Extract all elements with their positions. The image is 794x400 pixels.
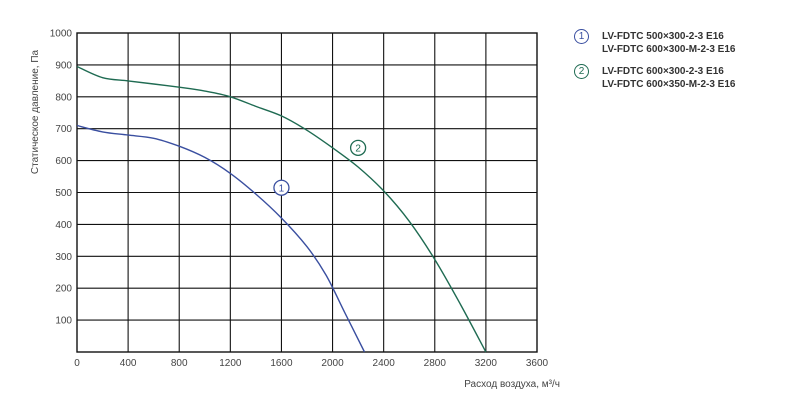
x-tick-label: 2400 [373,358,396,369]
y-tick-label: 600 [55,156,72,167]
x-tick-label: 1600 [270,358,293,369]
x-tick-label: 800 [171,358,188,369]
y-tick-label: 500 [55,188,72,199]
x-tick-label: 3200 [475,358,498,369]
y-tick-label: 300 [55,252,72,263]
legend-label-1a: LV-FDTC 500×300-2-3 E16 [602,31,724,42]
y-tick-label: 800 [55,92,72,103]
series-layer [76,65,487,353]
legend: 1 LV-FDTC 500×300-2-3 E16 LV-FDTC 600×30… [572,29,736,100]
legend-label-1b: LV-FDTC 600×300-M-2-3 E16 [602,44,736,55]
series-2-marker-label: 2 [355,144,361,155]
legend-marker-1: 1 [574,29,589,44]
series-2-line [76,65,487,353]
tick-layer: 0 400 800 1200 1600 2000 2400 2800 3200 360010020… [50,29,549,370]
grid-layer [76,32,538,353]
series-1-marker [273,179,290,196]
series-1-line [76,124,366,353]
x-tick-label: 1200 [219,358,242,369]
series-2-marker [349,139,367,156]
x-axis-title: Расход воздуха, м³/ч [464,379,560,390]
legend-entry-2: 2 LV-FDTC 600×300-2-3 E16 LV-FDTC 600×35… [572,64,736,91]
y-tick-label: 100 [55,316,72,327]
y-tick-label: 1000 [50,29,73,40]
x-tick-label: 400 [120,358,137,369]
legend-entry-1: 1 LV-FDTC 500×300-2-3 E16 LV-FDTC 600×30… [572,29,736,56]
y-tick-label: 200 [55,284,72,295]
x-tick-label: 3600 [526,358,549,369]
x-tick-label: 2800 [424,358,447,369]
y-tick-label: 400 [55,220,72,231]
legend-label-2b: LV-FDTC 600×350-M-2-3 E16 [602,79,736,90]
x-tick-label: 2000 [321,358,344,369]
y-tick-label: 900 [55,60,72,71]
series-1-marker-label: 1 [279,183,285,194]
x-tick-label: 0 [74,358,80,369]
legend-label-2a: LV-FDTC 600×300-2-3 E16 [602,66,724,77]
y-axis-title: Статическое давление, Па [30,49,41,174]
marker-layer: 12 [273,139,367,196]
y-tick-label: 700 [55,124,72,135]
legend-marker-2: 2 [574,64,589,79]
